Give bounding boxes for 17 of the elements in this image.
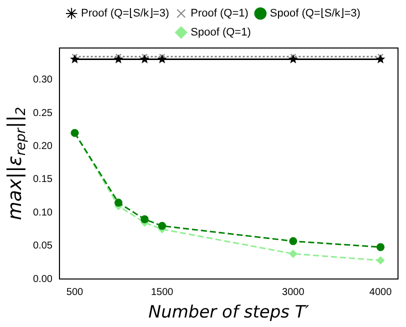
y-tick-label: 0.05 [32,240,53,252]
x-tick-label: 4000 [369,286,392,298]
legend-label: Proof (Q=1) [190,8,248,20]
legend-label: Proof (Q=⌊S/k⌋=3) [81,8,170,20]
y-tick-label: 0.15 [32,174,53,186]
legend-label: Spoof (Q=1) [190,26,251,39]
y-tick-label: 0.20 [32,140,53,152]
legend-label: Spoof (Q=⌊S/k⌋=3) [270,8,360,20]
y-axis-title: max||εrepr||2 [4,106,30,220]
x-axis-title: Number of steps T′ [148,302,310,322]
x-tick-label: 3000 [282,286,305,298]
x-tick-label: 500 [66,286,84,298]
y-tick-label: 0.10 [32,207,53,218]
x-tick-label: 1500 [150,286,174,298]
y-tick-label: 0.00 [32,274,53,285]
y-tick-label: 0.25 [32,108,53,119]
y-tick-label: 0.30 [32,74,53,86]
